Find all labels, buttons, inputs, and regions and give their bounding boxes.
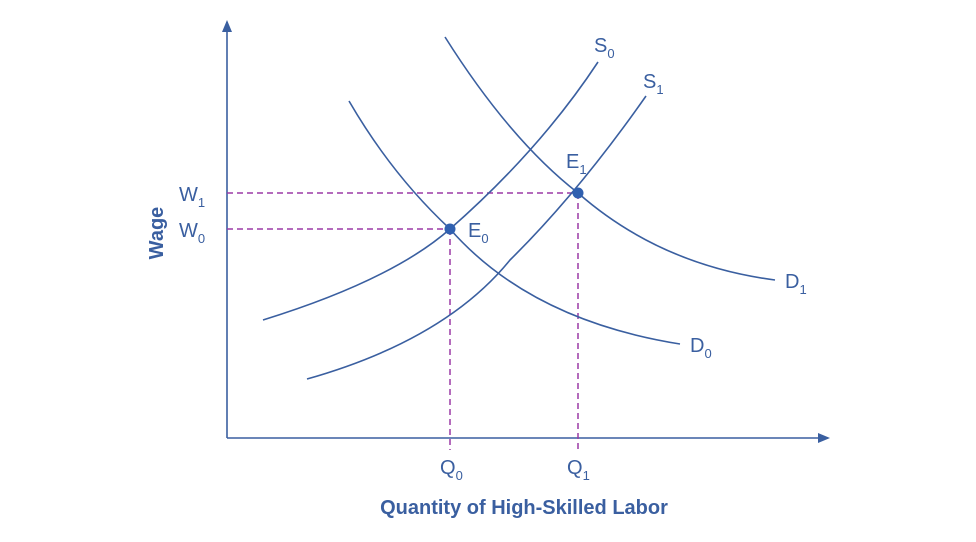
tick-label-w0: W0	[179, 220, 205, 246]
label-s0: S0	[594, 35, 615, 61]
label-d1: D1	[785, 271, 807, 297]
label-d0: D0	[690, 335, 712, 361]
equilibrium-point-e0	[444, 223, 456, 235]
label-s1: S1	[643, 71, 664, 97]
supply-curve-s0	[262, 61, 599, 321]
tick-label-w1: W1	[179, 184, 205, 210]
demand-curve-d1	[444, 36, 776, 281]
supply-curve-s1	[306, 95, 647, 380]
y-axis-title: Wage	[146, 207, 168, 260]
label-e1: E1	[566, 151, 587, 177]
tick-label-q1: Q1	[567, 457, 590, 483]
label-e0: E0	[468, 220, 489, 246]
tick-label-q0: Q0	[440, 457, 463, 483]
demand-curve-d0	[348, 100, 681, 345]
equilibrium-point-e1	[572, 187, 584, 199]
x-axis-title: Quantity of High-Skilled Labor	[380, 497, 668, 519]
